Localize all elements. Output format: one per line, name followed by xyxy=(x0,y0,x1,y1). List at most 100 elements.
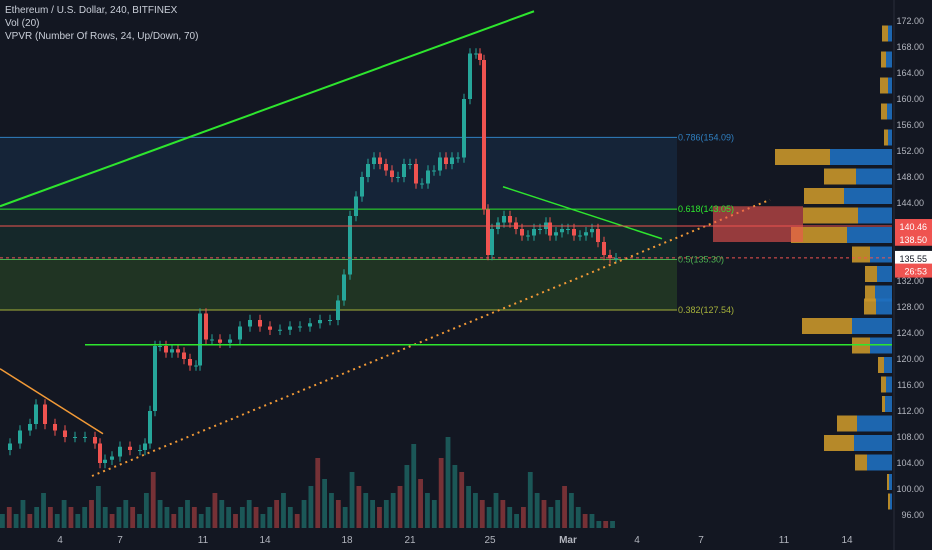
volume-bar xyxy=(287,507,293,528)
candle-body xyxy=(336,300,340,320)
volume-bar xyxy=(363,493,369,528)
y-tick-label: 132.00 xyxy=(896,276,924,286)
candle-body xyxy=(28,424,32,431)
x-tick-label: 11 xyxy=(779,535,790,546)
volume-bar xyxy=(164,507,170,528)
x-tick-label: 4 xyxy=(57,535,63,546)
candle-body xyxy=(354,196,358,216)
volume-bar xyxy=(534,493,540,528)
candle-body xyxy=(43,404,47,424)
candle-body xyxy=(560,229,564,233)
vpvr-up-bar xyxy=(886,51,892,68)
volume-bar xyxy=(191,507,197,528)
price-marker xyxy=(895,263,932,278)
fib-label: 0.618(143.05) xyxy=(678,204,734,214)
drawing-lines[interactable] xyxy=(0,10,892,477)
candle-body xyxy=(148,411,152,444)
vpvr-down-bar xyxy=(852,246,870,263)
vpvr-down-bar xyxy=(880,77,888,94)
candle-body xyxy=(468,53,472,99)
candle-body xyxy=(153,346,157,411)
x-tick-label: 4 xyxy=(634,535,640,546)
candle-body xyxy=(348,216,352,275)
volume-bar xyxy=(89,500,94,528)
y-tick-label: 116.00 xyxy=(897,380,924,390)
candle-body xyxy=(614,258,618,260)
candle-body xyxy=(138,450,142,451)
candle-body xyxy=(103,459,107,463)
volume-bar xyxy=(116,507,122,528)
vpvr-up-bar xyxy=(870,246,892,263)
candle-body xyxy=(83,437,87,438)
volume-bar xyxy=(294,514,300,528)
x-tick-label: Mar xyxy=(559,535,577,546)
price-marker-label: 135.55 xyxy=(899,254,927,264)
y-tick-label: 96.00 xyxy=(901,510,924,520)
y-tick-label: 168.00 xyxy=(896,42,924,52)
candle-body xyxy=(143,443,147,450)
volume-bar xyxy=(109,514,115,528)
highlight-box xyxy=(713,206,803,242)
vpvr-up-bar xyxy=(886,376,892,393)
candle-body xyxy=(278,329,282,331)
candle-body xyxy=(554,232,558,236)
candle-body xyxy=(584,232,588,236)
legend: Ethereum / U.S. Dollar, 240, BITFINEX Vo… xyxy=(5,4,198,43)
candle-body xyxy=(490,229,494,255)
volume-bar xyxy=(68,507,74,528)
symbol-title[interactable]: Ethereum / U.S. Dollar, 240, BITFINEX xyxy=(5,5,178,16)
volume-bar xyxy=(548,507,554,528)
candle-body xyxy=(228,339,232,343)
candle-body xyxy=(18,430,22,444)
candle-body xyxy=(170,349,174,353)
volume-bar xyxy=(239,507,245,528)
candle-body xyxy=(342,274,346,301)
candle-body xyxy=(158,346,162,347)
candle-body xyxy=(53,424,57,431)
candle-body xyxy=(486,209,490,255)
volume-bar xyxy=(500,500,506,528)
x-tick-label: 7 xyxy=(117,535,123,546)
volume-bar xyxy=(603,521,609,528)
vpvr-up-bar xyxy=(888,77,892,94)
y-tick-label: 108.00 xyxy=(896,432,924,442)
vpvr-up-bar xyxy=(852,318,892,334)
vpvr-down-bar xyxy=(824,168,856,185)
candle-body xyxy=(258,320,262,327)
volume-bar xyxy=(514,514,519,528)
x-tick-label: 14 xyxy=(841,535,853,546)
volume-bar xyxy=(466,486,471,528)
volume-bar xyxy=(6,507,12,528)
volume-bar xyxy=(75,514,81,528)
vpvr-down-bar xyxy=(855,454,867,471)
vpvr-down-bar xyxy=(884,129,888,146)
fib-zones xyxy=(0,136,677,311)
vpvr-down-bar xyxy=(882,396,885,412)
price-marker-label: 140.46 xyxy=(899,222,927,232)
vpvr-up-bar xyxy=(854,435,892,451)
candle-body xyxy=(414,164,418,184)
candle-body xyxy=(176,349,180,353)
vpvr-down-bar xyxy=(791,227,847,243)
y-tick-label: 172.00 xyxy=(896,16,924,26)
candle-body xyxy=(372,157,376,164)
volume-bar xyxy=(555,500,561,528)
candle-body xyxy=(118,446,122,457)
volume-bar xyxy=(274,500,280,528)
vpvr-up-bar xyxy=(877,266,892,282)
x-axis[interactable]: 4 7 11 14 18 21 25 Mar 4 7 11 14 xyxy=(57,535,853,546)
vpvr-indicator-label[interactable]: VPVR (Number Of Rows, 24, Up/Down, 70) xyxy=(5,31,199,42)
vpvr-up-bar xyxy=(887,103,892,120)
volume-bar xyxy=(219,500,225,528)
volume-indicator-label[interactable]: Vol (20) xyxy=(5,18,40,29)
candle-body xyxy=(238,326,242,340)
volume-bar xyxy=(267,507,273,528)
candle-body xyxy=(210,339,214,341)
volume-bar xyxy=(383,500,389,528)
volume-bar xyxy=(404,465,410,528)
vpvr-up-bar xyxy=(830,149,892,165)
fib-label: 0.786(154.09) xyxy=(678,132,734,142)
y-tick-label: 152.00 xyxy=(896,146,924,156)
candle-body xyxy=(426,170,430,184)
